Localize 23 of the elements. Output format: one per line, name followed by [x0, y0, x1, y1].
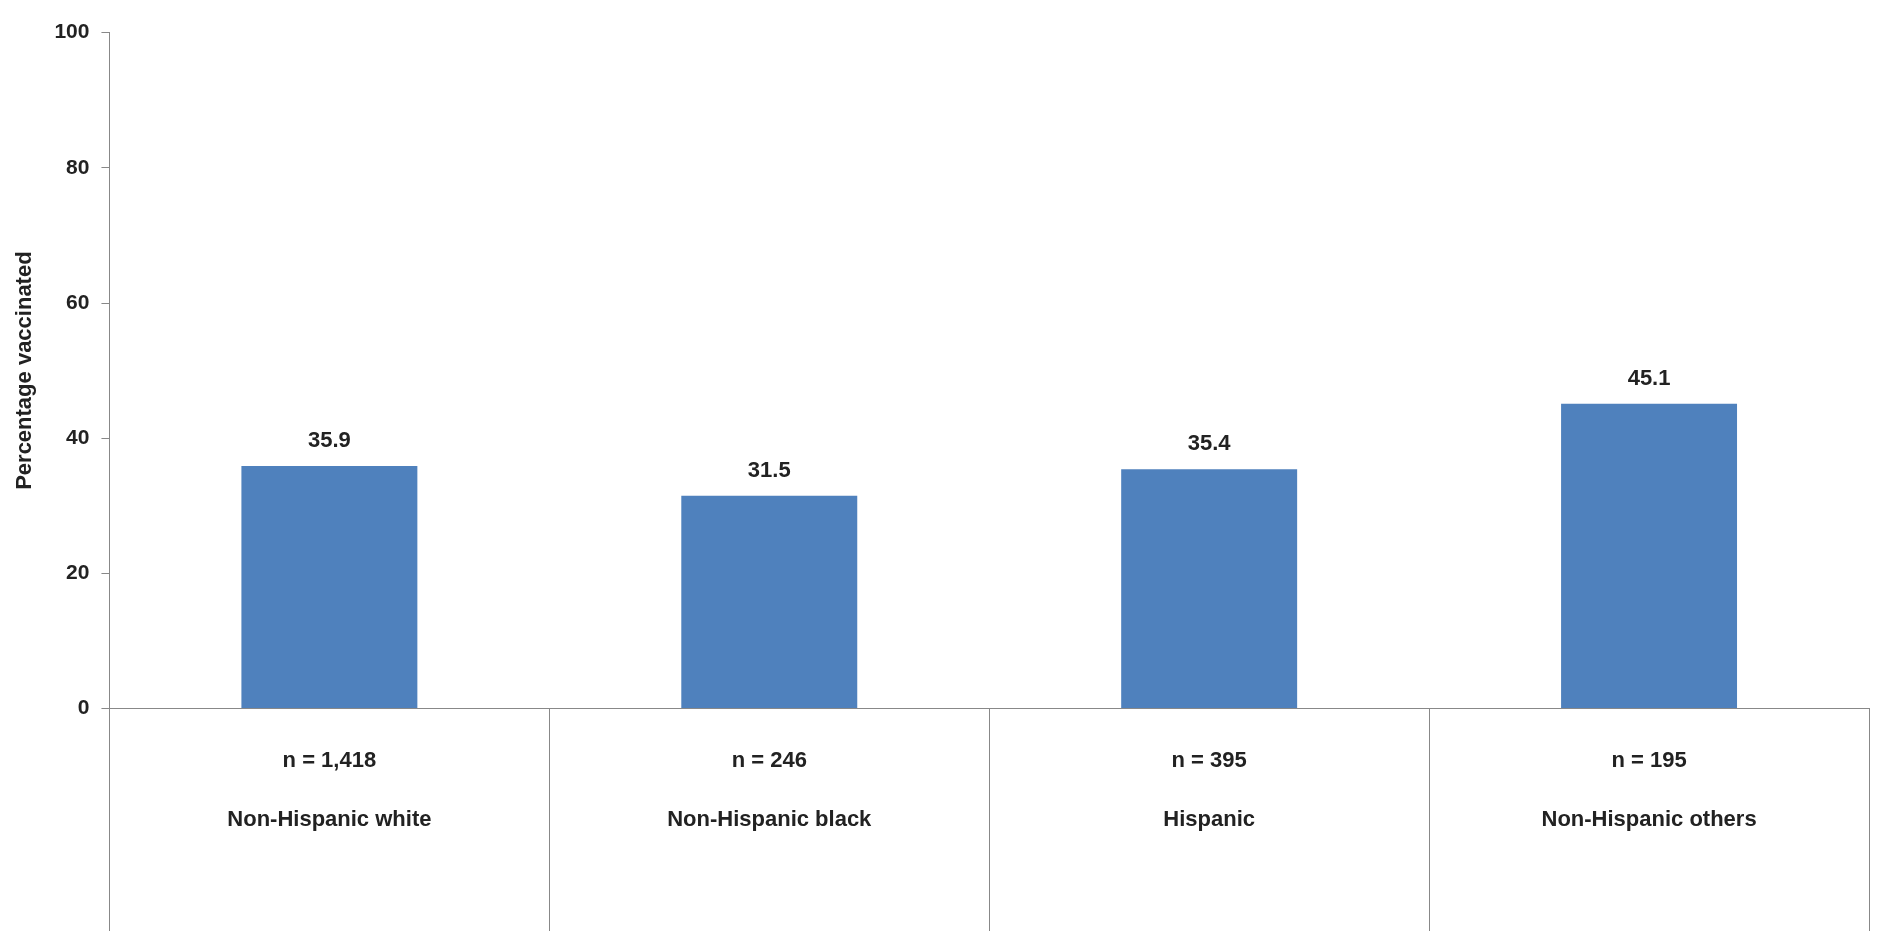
y-tick-label: 20	[66, 560, 90, 584]
data-label: 35.4	[1187, 430, 1232, 456]
bar	[1561, 403, 1738, 709]
data-label: 31.5	[747, 456, 791, 482]
bar	[241, 465, 418, 709]
y-axis-title: Percentage vaccinated	[11, 251, 37, 490]
x-tick-label: Non-Hispanic others	[1541, 805, 1757, 831]
text: n = 246	[731, 746, 807, 772]
data-label: 35.9	[307, 426, 351, 452]
y-tick-label: 40	[66, 425, 90, 448]
bar	[681, 495, 858, 709]
text: n = 195	[1611, 746, 1687, 772]
y-tick-label: 100	[54, 19, 90, 43]
y-tick-label: 80	[66, 154, 90, 178]
x-tick-label: Non-Hispanic white	[227, 805, 432, 831]
text: n = 1,418	[282, 746, 377, 772]
x-tick-label: Hispanic	[1163, 805, 1256, 831]
text: n = 395	[1171, 746, 1247, 772]
y-tick-label: 0	[77, 695, 90, 719]
data-label: 45.1	[1627, 364, 1671, 390]
bar	[1121, 469, 1298, 709]
x-tick-label: Non-Hispanic black	[667, 805, 873, 831]
y-tick-label: 60	[66, 289, 90, 313]
